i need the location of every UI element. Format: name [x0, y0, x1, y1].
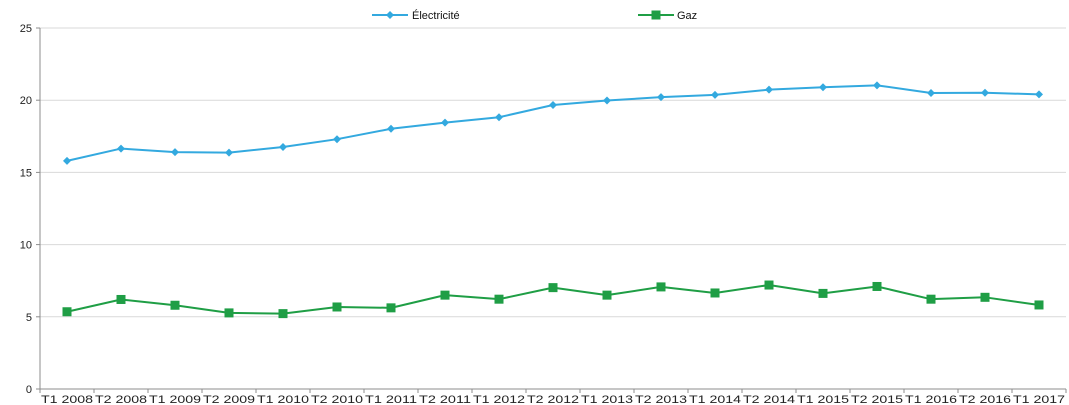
- data-point-electricite: [1035, 90, 1043, 99]
- x-tick-label: T2 2012: [527, 394, 579, 405]
- data-point-gaz: [656, 282, 666, 292]
- data-point-gaz: [332, 302, 342, 312]
- x-tick-label: T2 2016: [959, 394, 1011, 405]
- series-electricite: [63, 81, 1043, 165]
- series-line-electricite: [66, 84, 1040, 162]
- legend-item-electricite: Électricité: [372, 9, 460, 22]
- data-point-electricite: [981, 88, 989, 97]
- grid-lines: [40, 27, 1066, 318]
- data-point-electricite: [225, 148, 233, 157]
- series-gaz: [62, 280, 1044, 319]
- data-point-electricite: [927, 88, 935, 97]
- data-point-gaz: [926, 294, 936, 304]
- data-point-gaz: [440, 290, 450, 300]
- legend-label-gaz: Gaz: [677, 10, 697, 22]
- data-point-electricite: [765, 85, 773, 94]
- x-tick-label: T1 2009: [149, 394, 201, 405]
- y-tick-label: 25: [20, 23, 32, 35]
- x-tick-label: T1 2013: [581, 394, 633, 405]
- x-tick-label: T2 2014: [743, 394, 795, 405]
- y-tick-label: 20: [20, 95, 32, 107]
- data-point-gaz: [548, 283, 558, 293]
- x-tick-label: T1 2012: [473, 394, 525, 405]
- data-point-electricite: [495, 113, 503, 122]
- data-point-electricite: [603, 96, 611, 105]
- x-tick-label: T2 2010: [311, 394, 363, 405]
- x-tick-label: T1 2017: [1013, 394, 1065, 405]
- x-tick-label: T2 2009: [203, 394, 255, 405]
- x-tick-label: T2 2011: [419, 394, 471, 405]
- data-point-gaz: [980, 292, 990, 302]
- data-point-electricite: [819, 83, 827, 92]
- data-point-electricite: [657, 93, 665, 102]
- data-point-gaz: [872, 281, 882, 291]
- data-point-gaz: [494, 294, 504, 304]
- data-point-electricite: [63, 156, 71, 165]
- x-tick-label: T1 2014: [689, 394, 741, 405]
- y-tick-label: 0: [26, 384, 32, 396]
- data-point-electricite: [171, 148, 179, 157]
- x-tick-label: T2 2015: [851, 394, 903, 405]
- data-point-gaz: [710, 288, 720, 298]
- data-point-electricite: [549, 100, 557, 109]
- data-point-gaz: [116, 294, 126, 304]
- legend-swatch-marker: [651, 10, 661, 20]
- x-tick-label: T1 2016: [905, 394, 957, 405]
- data-point-gaz: [170, 300, 180, 310]
- legend-label-electricite: Électricité: [412, 9, 460, 22]
- x-tick-label: T1 2015: [797, 394, 849, 405]
- x-tick-label: T2 2008: [95, 394, 147, 405]
- data-point-electricite: [711, 90, 719, 99]
- data-point-gaz: [764, 280, 774, 290]
- legend-swatch-marker: [386, 11, 394, 19]
- data-point-gaz: [602, 290, 612, 300]
- data-point-electricite: [873, 81, 881, 90]
- data-point-gaz: [224, 308, 234, 318]
- data-point-gaz: [818, 288, 828, 298]
- data-point-gaz: [278, 309, 288, 319]
- x-tick-label: T1 2008: [41, 394, 93, 405]
- data-point-gaz: [386, 303, 396, 313]
- x-tick-label: T2 2013: [635, 394, 687, 405]
- data-point-electricite: [387, 124, 395, 133]
- y-tick-label: 5: [26, 312, 32, 324]
- data-point-gaz: [62, 307, 72, 317]
- data-point-electricite: [333, 135, 341, 144]
- x-tick-label: T1 2010: [257, 394, 309, 405]
- data-point-electricite: [117, 144, 125, 153]
- data-point-gaz: [1034, 300, 1044, 310]
- series-group: [62, 81, 1044, 319]
- data-point-electricite: [279, 142, 287, 151]
- legend-item-gaz: Gaz: [638, 10, 697, 22]
- y-tick-label: 15: [20, 167, 32, 179]
- x-tick-label: T1 2011: [365, 394, 417, 405]
- y-tick-label: 10: [20, 240, 32, 252]
- legend: Électricité Gaz: [372, 9, 697, 22]
- data-point-electricite: [441, 118, 449, 127]
